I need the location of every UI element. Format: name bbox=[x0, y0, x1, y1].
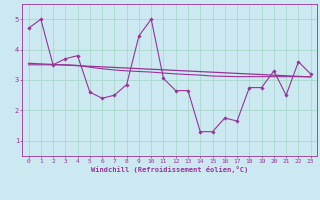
X-axis label: Windchill (Refroidissement éolien,°C): Windchill (Refroidissement éolien,°C) bbox=[91, 166, 248, 173]
